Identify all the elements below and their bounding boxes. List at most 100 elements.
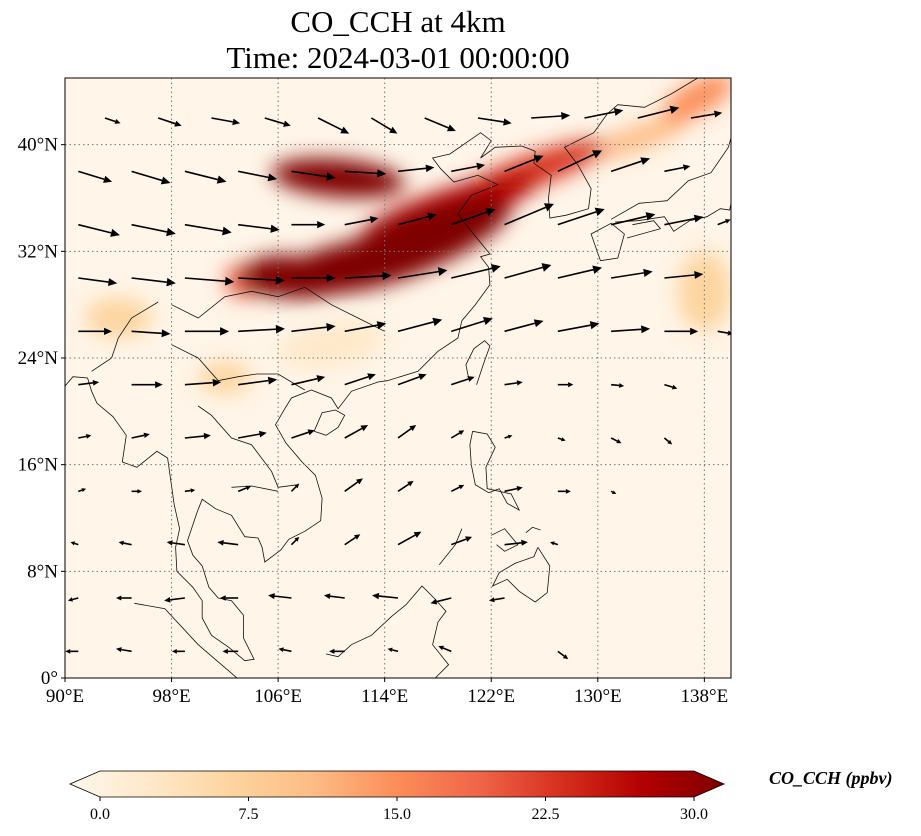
visayas-coast bbox=[491, 528, 519, 552]
wind-arrow bbox=[116, 647, 132, 653]
wind-arrow bbox=[184, 223, 232, 236]
laos-border bbox=[197, 405, 299, 488]
wind-arrow bbox=[450, 430, 465, 439]
wind-vectors bbox=[65, 105, 731, 660]
wind-arrow bbox=[397, 425, 417, 439]
province-border bbox=[171, 286, 385, 332]
co-concentration-field bbox=[84, 78, 731, 394]
map-subtitle-time: Time: 2024-03-01 00:00:00 bbox=[226, 40, 570, 75]
co-plume bbox=[587, 116, 688, 160]
wind-arrow bbox=[387, 647, 399, 653]
wind-arrow bbox=[610, 268, 653, 279]
wind-arrow bbox=[610, 157, 651, 173]
wind-arrow bbox=[78, 277, 118, 286]
wind-arrow bbox=[450, 484, 465, 493]
wind-arrow bbox=[610, 437, 622, 444]
samar-coast bbox=[525, 526, 541, 534]
wind-arrow bbox=[291, 170, 336, 181]
wind-arrow bbox=[611, 325, 651, 334]
wind-arrow bbox=[531, 112, 571, 120]
colorbar-tick-label: 15.0 bbox=[383, 806, 411, 823]
map-frame bbox=[64, 77, 732, 679]
palawan-coast bbox=[438, 528, 463, 565]
wind-arrow bbox=[291, 375, 326, 386]
co-plume bbox=[662, 78, 731, 123]
lon-tick-label: 98°E bbox=[152, 686, 190, 707]
wind-arrow bbox=[370, 117, 398, 134]
lon-tick-label: 138°E bbox=[681, 686, 729, 707]
hainan-coast bbox=[313, 409, 346, 436]
colorbar-ramp bbox=[68, 770, 726, 798]
wind-arrow bbox=[557, 321, 600, 333]
co-plume bbox=[677, 251, 731, 332]
wind-arrow bbox=[222, 648, 239, 654]
map-title: CO_CCH at 4km bbox=[290, 4, 506, 39]
wind-arrow bbox=[171, 648, 185, 654]
wind-arrow bbox=[438, 645, 452, 653]
wind-arrow bbox=[451, 376, 475, 386]
wind-arrow bbox=[131, 329, 171, 338]
wind-arrow bbox=[131, 381, 163, 389]
wind-arrow bbox=[424, 117, 456, 132]
wind-arrow bbox=[504, 263, 552, 279]
lat-tick-label: 16°N bbox=[18, 455, 59, 476]
wind-arrow bbox=[664, 383, 678, 390]
wind-arrow bbox=[397, 164, 435, 173]
wind-arrow bbox=[118, 540, 132, 546]
wind-arrow bbox=[131, 277, 176, 287]
wind-arrow bbox=[397, 373, 427, 386]
co-plume bbox=[271, 158, 405, 198]
wind-arrow bbox=[397, 531, 422, 546]
wind-arrow bbox=[372, 592, 399, 600]
co-plume bbox=[84, 298, 152, 338]
wind-arrow bbox=[78, 223, 120, 237]
wind-arrow bbox=[78, 327, 113, 335]
wind-arrow bbox=[557, 488, 571, 494]
wind-arrow bbox=[184, 327, 230, 336]
wind-arrow bbox=[344, 425, 369, 439]
lon-tick-label: 114°E bbox=[361, 686, 408, 707]
lon-tick-label: 106°E bbox=[254, 686, 302, 707]
wind-arrow bbox=[344, 478, 363, 492]
wind-arrow bbox=[451, 263, 501, 279]
wind-arrow bbox=[557, 650, 569, 660]
wind-arrow bbox=[397, 317, 443, 333]
mainland-coast bbox=[311, 78, 698, 410]
wind-arrow bbox=[237, 485, 252, 493]
wind-arrow bbox=[344, 216, 379, 226]
co-plume bbox=[267, 236, 423, 299]
wind-arrow bbox=[238, 324, 285, 334]
india-border bbox=[91, 301, 159, 372]
wind-arrow bbox=[611, 383, 625, 388]
map-background bbox=[65, 78, 731, 678]
wind-arrow bbox=[238, 170, 278, 182]
wind-arrow bbox=[264, 117, 291, 127]
honshu-north-coast bbox=[610, 137, 731, 220]
sumatra-coast bbox=[134, 602, 238, 678]
wind-arrow bbox=[238, 376, 278, 386]
lon-tick-label: 122°E bbox=[467, 686, 515, 707]
wind-arrow bbox=[290, 536, 300, 546]
wind-arrow bbox=[78, 434, 92, 439]
lon-tick-label: 90°E bbox=[46, 686, 84, 707]
colorbar-ticks: 0.0 7.5 15.0 22.5 30.0 bbox=[90, 797, 708, 823]
wind-arrow bbox=[557, 382, 574, 388]
shikoku-coast bbox=[626, 220, 662, 239]
colorbar-tick-label: 7.5 bbox=[239, 806, 259, 823]
wind-arrow bbox=[291, 221, 326, 229]
wind-arrow bbox=[344, 169, 387, 178]
wind-arrow bbox=[663, 437, 673, 445]
wind-arrow bbox=[557, 265, 603, 279]
wind-arrow bbox=[291, 273, 336, 283]
lat-tick-label: 40°N bbox=[18, 135, 59, 156]
wind-arrow bbox=[664, 327, 699, 335]
lat-tick-label: 24°N bbox=[18, 348, 59, 369]
wind-arrow bbox=[78, 379, 100, 386]
taiwan-coast bbox=[465, 340, 491, 385]
wind-arrow bbox=[131, 432, 150, 439]
colorbar: 0.0 7.5 15.0 22.5 30.0 bbox=[68, 770, 726, 823]
wind-arrow bbox=[504, 485, 523, 493]
wind-arrow bbox=[323, 593, 345, 599]
wind-arrow bbox=[584, 108, 624, 119]
wind-arrow bbox=[291, 429, 315, 439]
